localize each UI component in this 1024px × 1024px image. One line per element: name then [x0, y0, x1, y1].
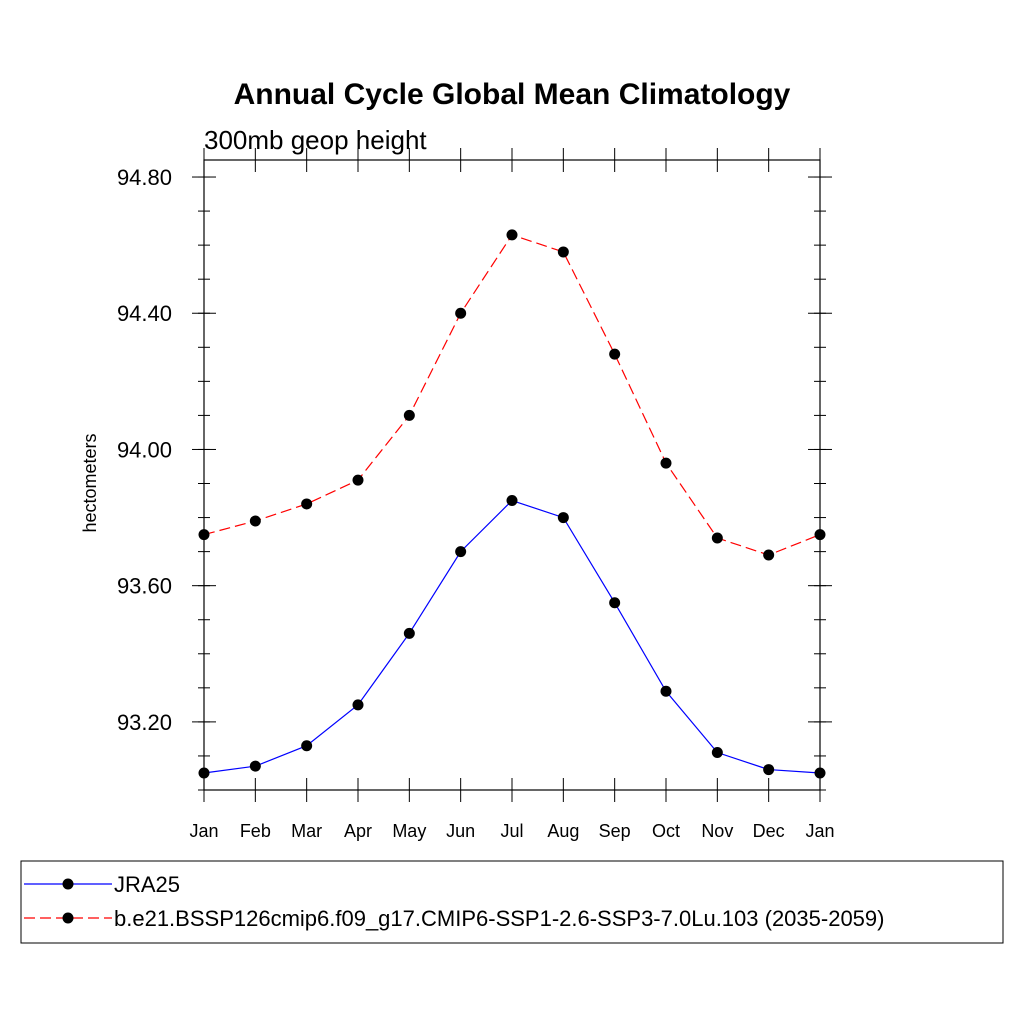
x-tick-label: Apr: [344, 821, 372, 841]
series-layer: [198, 229, 826, 779]
series-2-point: [301, 498, 313, 510]
series-2-point: [711, 532, 723, 544]
chart-subtitle: 300mb geop height: [204, 125, 427, 155]
series-1-point: [609, 597, 621, 609]
x-tick-label: Jan: [805, 821, 834, 841]
series-1-point: [506, 495, 518, 507]
series-2-point: [403, 409, 415, 421]
legend-label-2: b.e21.BSSP126cmip6.f09_g17.CMIP6-SSP1-2.…: [114, 906, 884, 931]
series-1-point: [711, 747, 723, 759]
y-tick-label: 94.00: [117, 437, 172, 462]
series-1-point: [198, 767, 210, 779]
x-tick-label: Dec: [753, 821, 785, 841]
series-1-point: [403, 627, 415, 639]
series-2-point: [557, 246, 569, 258]
plot-frame: [203, 159, 821, 791]
legend-marker-2: [62, 912, 74, 924]
y-tick-label: 93.60: [117, 574, 172, 599]
series-1-point: [352, 699, 364, 711]
x-tick-label: Aug: [547, 821, 579, 841]
series-1-point: [301, 740, 313, 752]
x-tick-label: Mar: [291, 821, 322, 841]
series-2-point: [506, 229, 518, 241]
series-2-point: [249, 515, 261, 527]
y-tick-label: 94.40: [117, 301, 172, 326]
series-2-point: [609, 348, 621, 360]
series-1-point: [660, 685, 672, 697]
series-2-point: [455, 307, 467, 319]
series-2-point: [660, 457, 672, 469]
series-1-point: [249, 760, 261, 772]
series-line-2: [203, 234, 821, 556]
series-2-point: [352, 474, 364, 486]
y-tick-label: 93.20: [117, 710, 172, 735]
axis-ticks: Jan Feb Mar Apr May Jun Jul Aug Sep Oct Nov Dec Jan 9…: [117, 148, 835, 841]
x-tick-label: Jul: [500, 821, 523, 841]
series-2-point: [814, 529, 826, 541]
x-tick-label: Sep: [599, 821, 631, 841]
x-tick-label: Oct: [652, 821, 680, 841]
series-2-point: [198, 529, 210, 541]
series-2-point: [763, 549, 775, 561]
legend: JRA25 b.e21.BSSP126cmip6.f09_g17.CMIP6-SS…: [20, 860, 1004, 944]
x-tick-label: Jun: [446, 821, 475, 841]
legend-label-1: JRA25: [114, 872, 180, 897]
x-tick-label: Feb: [240, 821, 271, 841]
x-tick-label: Jan: [189, 821, 218, 841]
series-1-point: [557, 512, 569, 524]
series-1-point: [763, 764, 775, 776]
series-1-point: [455, 546, 467, 558]
y-axis-label: hectometers: [80, 433, 100, 532]
series-line-1: [203, 499, 821, 774]
chart-title: Annual Cycle Global Mean Climatology: [234, 78, 791, 111]
series-1-point: [814, 767, 826, 779]
legend-box: [20, 860, 1004, 944]
legend-marker-1: [62, 878, 74, 890]
y-tick-label: 94.80: [117, 165, 172, 190]
x-tick-label: Nov: [701, 821, 733, 841]
x-tick-label: May: [392, 821, 426, 841]
